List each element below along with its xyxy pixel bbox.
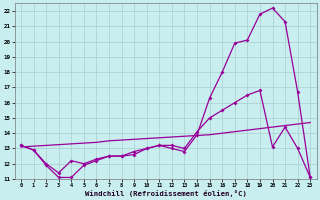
X-axis label: Windchill (Refroidissement éolien,°C): Windchill (Refroidissement éolien,°C) — [85, 190, 246, 197]
